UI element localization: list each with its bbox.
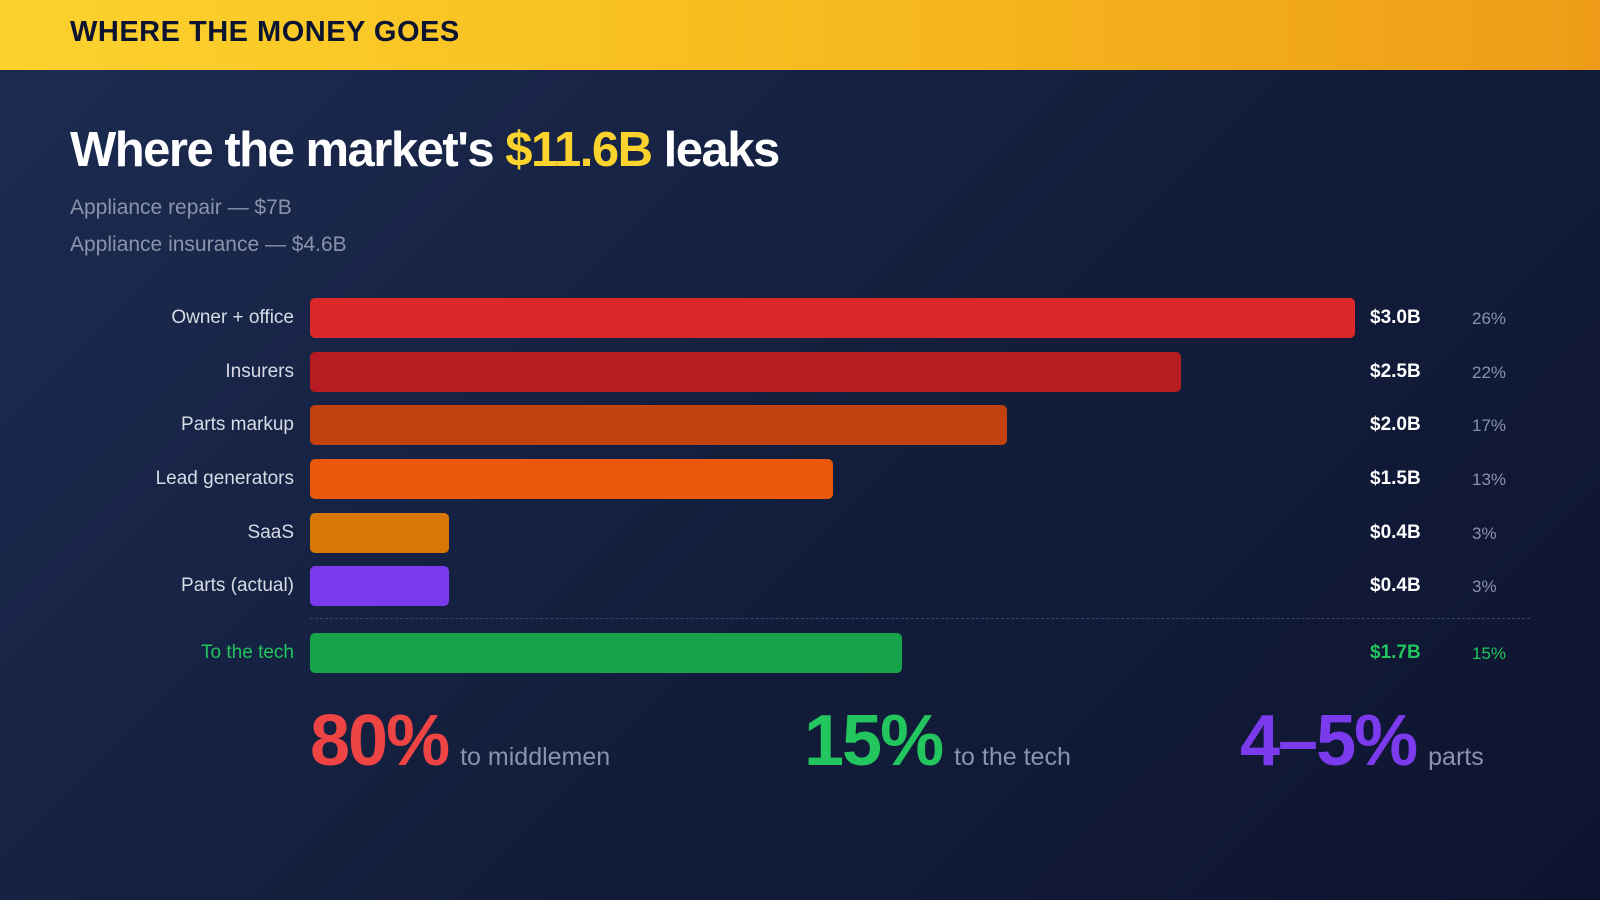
bar-parts-actual: [310, 566, 449, 606]
stat-middlemen-value: 80%: [310, 701, 450, 781]
bar-percent-to-the-tech: 15%: [1472, 644, 1507, 663]
stat-tech-value: 15%: [804, 701, 944, 781]
bar-label-owner-office: Owner + office: [171, 307, 294, 328]
bar-percent-parts-markup: 17%: [1472, 416, 1507, 435]
bar-percent-saas: 3%: [1472, 524, 1497, 543]
bar-parts-markup: [310, 405, 1007, 445]
bar-label-to-the-tech: To the tech: [201, 642, 294, 663]
bar-insurers: [310, 352, 1181, 392]
bar-label-parts-markup: Parts markup: [181, 414, 294, 435]
stat-tech: 15% to the tech: [804, 700, 1071, 782]
bar-percent-lead-generators: 13%: [1472, 470, 1507, 489]
bar-percent-insurers: 22%: [1472, 363, 1507, 382]
bar-label-insurers: Insurers: [225, 361, 294, 382]
bar-label-saas: SaaS: [247, 522, 294, 543]
bar-percent-owner-office: 26%: [1472, 309, 1507, 328]
bar-saas: [310, 513, 449, 553]
subtitle-repair: Appliance repair — $7B: [70, 196, 292, 219]
banner-title: WHERE THE MONEY GOES: [70, 16, 460, 48]
stat-middlemen: 80% to middlemen: [310, 700, 610, 782]
bar-label-lead-generators: Lead generators: [155, 468, 294, 489]
stat-parts-value: 4–5%: [1240, 701, 1418, 781]
headline-prefix: Where the market's: [70, 123, 506, 177]
bar-value-parts-markup: $2.0B: [1370, 414, 1421, 435]
bar-value-owner-office: $3.0B: [1370, 307, 1421, 328]
bar-to-the-tech: [310, 633, 902, 673]
header-banner: WHERE THE MONEY GOES: [0, 0, 1600, 70]
stat-parts-caption: parts: [1428, 743, 1484, 771]
bar-owner-office: [310, 298, 1355, 338]
subtitle-insurance: Appliance insurance — $4.6B: [70, 233, 347, 256]
bar-value-to-the-tech: $1.7B: [1370, 642, 1421, 663]
bar-value-saas: $0.4B: [1370, 522, 1421, 543]
stat-tech-caption: to the tech: [954, 743, 1071, 771]
headline-suffix: leaks: [651, 123, 781, 177]
headline: Where the market's $11.6B leaks: [70, 122, 781, 178]
stat-parts: 4–5% parts: [1240, 700, 1484, 782]
chart-divider: [310, 618, 1530, 619]
bar-label-parts-actual: Parts (actual): [181, 575, 294, 596]
bar-percent-parts-actual: 3%: [1472, 577, 1497, 596]
bar-value-parts-actual: $0.4B: [1370, 575, 1421, 596]
bar-value-insurers: $2.5B: [1370, 361, 1421, 382]
bar-value-lead-generators: $1.5B: [1370, 468, 1421, 489]
stat-middlemen-caption: to middlemen: [460, 743, 611, 771]
headline-highlight: $11.6B: [505, 123, 653, 177]
bar-lead-generators: [310, 459, 833, 499]
